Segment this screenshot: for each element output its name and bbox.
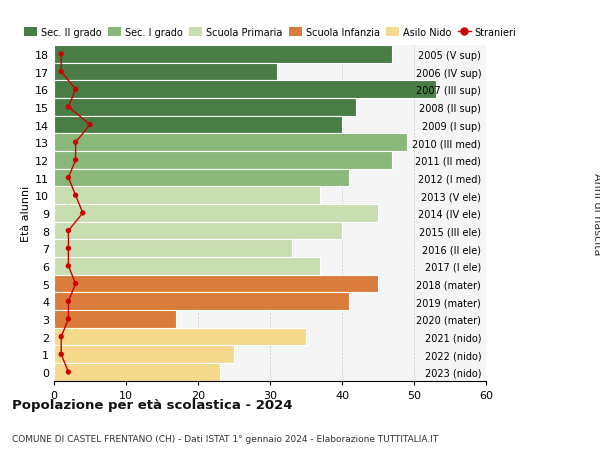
Point xyxy=(71,192,80,200)
Point xyxy=(85,122,95,129)
Point xyxy=(64,316,73,323)
Bar xyxy=(54,293,349,310)
Legend: Sec. II grado, Sec. I grado, Scuola Primaria, Scuola Infanzia, Asilo Nido, Stran: Sec. II grado, Sec. I grado, Scuola Prim… xyxy=(25,28,517,38)
Bar xyxy=(54,275,378,293)
Bar xyxy=(54,310,176,328)
Point xyxy=(71,157,80,164)
Point xyxy=(64,263,73,270)
Text: Popolazione per età scolastica - 2024: Popolazione per età scolastica - 2024 xyxy=(12,398,293,412)
Bar xyxy=(54,63,277,81)
Bar xyxy=(54,328,306,346)
Point xyxy=(64,227,73,235)
Bar xyxy=(54,205,378,222)
Bar xyxy=(54,187,320,205)
Text: Anni di nascita: Anni di nascita xyxy=(592,172,600,255)
Point xyxy=(56,351,66,358)
Point xyxy=(64,245,73,252)
Point xyxy=(71,280,80,288)
Point xyxy=(64,369,73,376)
Point xyxy=(78,210,88,217)
Point xyxy=(71,139,80,146)
Text: COMUNE DI CASTEL FRENTANO (CH) - Dati ISTAT 1° gennaio 2024 - Elaborazione TUTTI: COMUNE DI CASTEL FRENTANO (CH) - Dati IS… xyxy=(12,434,438,442)
Bar xyxy=(54,169,349,187)
Bar xyxy=(54,117,342,134)
Bar xyxy=(54,257,320,275)
Point xyxy=(71,86,80,94)
Bar xyxy=(54,222,342,240)
Point xyxy=(56,51,66,58)
Point xyxy=(64,298,73,305)
Bar xyxy=(54,346,234,364)
Y-axis label: Età alunni: Età alunni xyxy=(21,185,31,241)
Point xyxy=(64,104,73,111)
Bar xyxy=(54,364,220,381)
Bar xyxy=(54,134,407,152)
Bar xyxy=(54,46,392,63)
Bar xyxy=(54,81,436,99)
Point xyxy=(56,69,66,76)
Bar xyxy=(54,99,356,117)
Point xyxy=(64,174,73,182)
Point xyxy=(56,333,66,341)
Bar xyxy=(54,152,392,169)
Bar xyxy=(54,240,292,257)
